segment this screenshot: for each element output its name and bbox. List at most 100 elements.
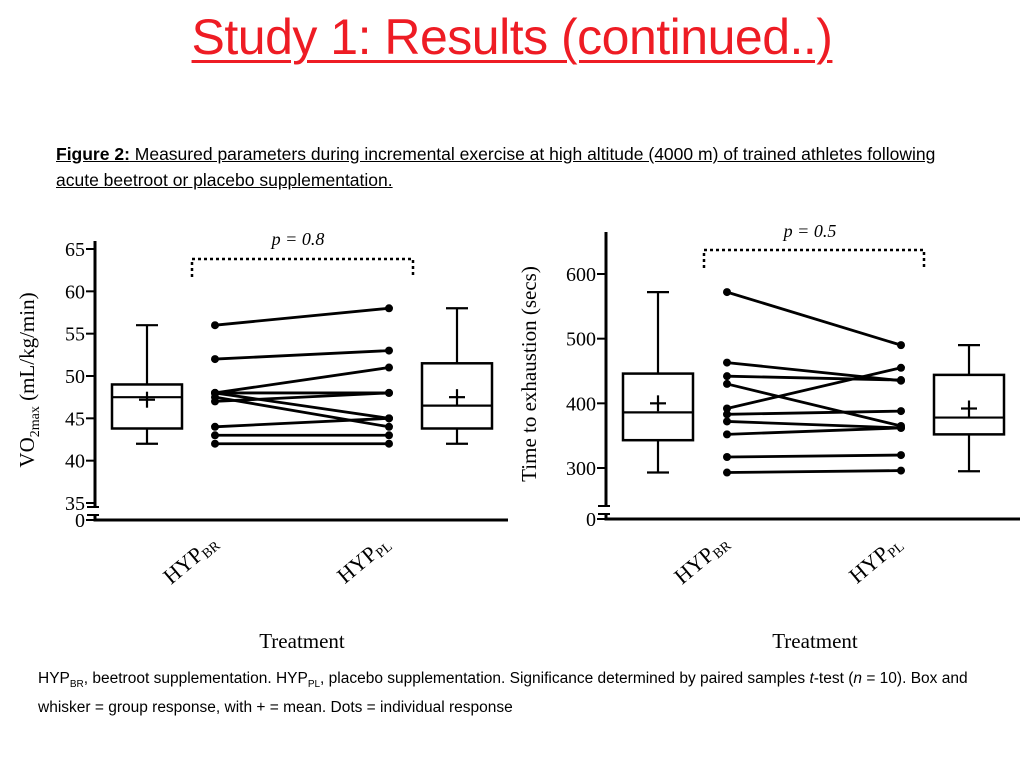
dot-hyp-br	[723, 468, 731, 477]
caption-label: Figure 2:	[56, 144, 130, 164]
pair-line	[726, 420, 902, 430]
x-category-main: HYP	[844, 541, 894, 588]
dot-hyp-pl	[897, 466, 905, 475]
figure-footnote: HYPBR, beetroot supplementation. HYPPL, …	[38, 667, 998, 719]
y-tick-label: 65	[65, 239, 85, 261]
pair-line	[214, 391, 390, 420]
dot-hyp-br	[723, 410, 731, 419]
dot-hyp-br	[723, 417, 731, 426]
dot-hyp-pl	[385, 363, 393, 372]
y-tick-label: 35	[65, 493, 85, 515]
y-tick-label: 40	[65, 451, 85, 473]
y-axis-label-main: Time to exhaustion (secs)	[517, 266, 541, 482]
individual-pair	[723, 466, 905, 477]
footnote-t-rest: -test (	[813, 670, 854, 687]
y-tick-label: 0	[586, 509, 596, 531]
individual-pair	[723, 288, 905, 350]
dot-hyp-br	[211, 321, 219, 330]
y-axis-label: VO2max (mL/kg/min)	[15, 292, 43, 467]
dot-hyp-pl	[897, 341, 905, 350]
dot-hyp-pl	[385, 388, 393, 397]
dot-hyp-br	[211, 397, 219, 406]
y-axis-label-main: VO	[15, 437, 39, 467]
x-category-main: HYP	[158, 542, 208, 589]
dot-hyp-pl	[385, 439, 393, 448]
chart-vo2max: 035 40 45 50 55 60 65 p = 0.8 VO2max (mL/kg/min)…	[15, 229, 508, 653]
dot-hyp-pl	[385, 346, 393, 355]
pair-line	[726, 382, 902, 428]
p-value-label: p = 0.5	[782, 221, 837, 241]
individual-pair	[211, 414, 393, 431]
footnote-hyp-br: HYP	[38, 670, 70, 687]
significance-bracket	[190, 257, 415, 277]
pair-line	[214, 395, 390, 429]
box-hyp-br	[110, 324, 184, 445]
footnote-br-text: , beetroot supplementation.	[83, 670, 276, 687]
individual-pair	[723, 423, 905, 439]
footnote-pl-text: , placebo supplementation. Significance …	[320, 670, 810, 687]
x-category-label: HYPPL	[844, 530, 908, 589]
pair-line	[726, 361, 902, 383]
y-axis-label-sub: 2max	[28, 406, 43, 437]
dot-hyp-br	[211, 422, 219, 431]
y-tick-label: 60	[65, 281, 85, 303]
pair-line	[726, 374, 902, 382]
footnote-pl-sub: PL	[307, 679, 321, 691]
y-tick-label: 500	[566, 329, 596, 351]
individual-pair	[211, 388, 393, 406]
pair-line	[214, 349, 390, 361]
pair-line	[214, 391, 390, 403]
pair-line	[726, 469, 902, 474]
dot-hyp-br	[723, 430, 731, 439]
dot-hyp-pl	[897, 407, 905, 416]
pair-line	[726, 409, 902, 416]
y-tick-label: 55	[65, 324, 85, 346]
dot-hyp-br	[211, 355, 219, 364]
pair-line	[214, 306, 390, 327]
pair-line	[726, 453, 902, 459]
figure-caption: Figure 2: Measured parameters during inc…	[56, 141, 956, 193]
dot-hyp-br	[723, 404, 731, 413]
individual-pair	[723, 372, 905, 385]
dot-hyp-br	[211, 431, 219, 440]
dot-hyp-pl	[385, 422, 393, 431]
dot-hyp-br	[723, 358, 731, 367]
individual-pair	[723, 407, 905, 419]
dot-hyp-br	[723, 288, 731, 297]
y-tick-label: 600	[566, 264, 596, 286]
y-tick-label: 300	[566, 458, 596, 480]
slide-title: Study 1: Results (continued..)	[191, 9, 833, 65]
box-hyp-pl	[420, 307, 494, 445]
x-axis-label: Treatment	[772, 629, 858, 653]
x-category-label: HYPBR	[669, 529, 735, 590]
dot-hyp-pl	[897, 451, 905, 460]
y-tick-label: 45	[65, 408, 85, 430]
caption-text: Measured parameters during incremental e…	[56, 144, 936, 190]
individual-pair	[211, 439, 393, 448]
y-tick-label: 0	[75, 510, 85, 532]
box-hyp-br	[621, 291, 695, 474]
dot-hyp-br	[723, 372, 731, 381]
dot-hyp-br	[723, 379, 731, 388]
x-category-label: HYPBR	[158, 529, 224, 590]
pair-line	[214, 366, 390, 395]
x-category-main: HYP	[669, 542, 719, 589]
pair-line	[726, 366, 902, 410]
individual-pair	[211, 431, 393, 440]
footnote-t: t	[809, 670, 814, 687]
individual-pair	[723, 363, 905, 413]
footnote-n-rest: = 10). Box and whisker = group response,…	[38, 670, 968, 717]
dot-hyp-pl	[385, 431, 393, 440]
pair-line	[726, 290, 902, 347]
dot-hyp-pl	[897, 363, 905, 372]
footnote-hyp-pl: HYP	[275, 670, 308, 687]
y-tick-label: 50	[65, 366, 85, 388]
dot-hyp-pl	[897, 423, 905, 432]
y-axis-label: Time to exhaustion (secs)	[517, 266, 541, 482]
pair-line	[726, 426, 902, 436]
significance-bracket	[702, 248, 926, 268]
dot-hyp-pl	[385, 304, 393, 313]
dot-hyp-br	[723, 453, 731, 462]
x-axis-label: Treatment	[259, 629, 345, 653]
